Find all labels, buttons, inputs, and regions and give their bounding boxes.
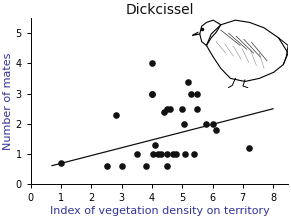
Y-axis label: Number of mates: Number of mates — [3, 53, 13, 150]
Point — [150, 62, 154, 65]
Point — [210, 122, 215, 126]
Point — [213, 128, 218, 132]
Point — [165, 152, 169, 156]
Point — [113, 113, 118, 117]
Point — [162, 110, 166, 113]
Point — [159, 152, 163, 156]
Point — [171, 152, 175, 156]
Point — [186, 80, 191, 83]
Point — [150, 92, 154, 95]
Point — [165, 107, 169, 111]
Polygon shape — [206, 20, 288, 81]
Point — [180, 107, 184, 111]
Point — [119, 164, 124, 168]
Point — [153, 143, 157, 147]
Point — [195, 92, 200, 95]
Point — [204, 122, 209, 126]
Point — [174, 152, 178, 156]
Point — [150, 92, 154, 95]
Point — [59, 161, 63, 165]
Point — [168, 107, 173, 111]
Point — [195, 107, 200, 111]
Point — [183, 152, 188, 156]
Point — [246, 146, 251, 150]
Point — [134, 152, 139, 156]
Point — [156, 152, 160, 156]
Title: Dickcissel: Dickcissel — [125, 3, 194, 17]
Point — [143, 164, 148, 168]
Point — [192, 152, 197, 156]
Point — [181, 122, 186, 126]
Point — [189, 92, 194, 95]
X-axis label: Index of vegetation density on territory: Index of vegetation density on territory — [50, 206, 269, 216]
Point — [151, 152, 156, 156]
Point — [104, 164, 109, 168]
Point — [165, 164, 169, 168]
